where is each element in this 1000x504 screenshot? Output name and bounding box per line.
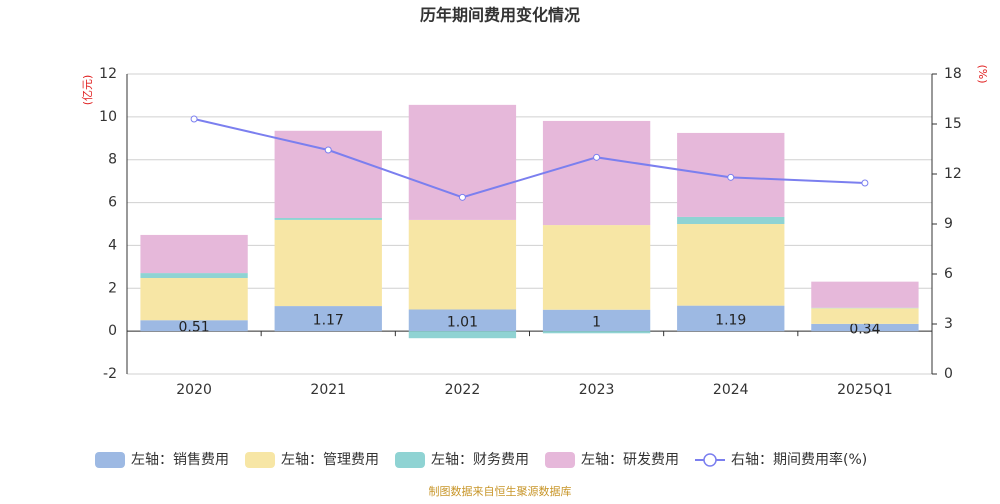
- legend-label: 左轴：管理费用: [281, 452, 379, 468]
- bar-segment: [275, 220, 382, 306]
- bar-segment: [543, 121, 650, 225]
- bar-segment: [811, 282, 918, 308]
- line-point: [325, 147, 331, 153]
- x-tick-label: 2025Q1: [837, 382, 893, 398]
- y2-tick-label: 15: [944, 116, 962, 132]
- bar-segment: [677, 217, 784, 224]
- bar-segment: [543, 225, 650, 310]
- data-label: 1: [592, 314, 601, 330]
- y2-tick-label: 18: [944, 66, 962, 82]
- bar-segment: [140, 235, 247, 273]
- y2-tick-label: 3: [944, 316, 953, 332]
- y2-axis-label: (%): [976, 64, 989, 83]
- bar-segment: [409, 220, 516, 310]
- data-label: 1.01: [447, 314, 478, 330]
- line-point: [459, 194, 465, 200]
- bar-segment: [811, 308, 918, 324]
- bar-segment: [677, 224, 784, 306]
- x-tick-label: 2021: [310, 382, 346, 398]
- y2-tick-label: 0: [944, 366, 953, 382]
- bar-segment: [409, 105, 516, 220]
- y-tick-label: 2: [108, 280, 117, 296]
- x-tick-label: 2023: [579, 382, 615, 398]
- x-tick-label: 2022: [445, 382, 481, 398]
- y-axis-label: (亿元): [81, 75, 94, 106]
- data-label: 0.51: [178, 320, 209, 336]
- data-label: 0.34: [849, 322, 880, 338]
- line-point: [728, 174, 734, 180]
- legend-label: 左轴：研发费用: [581, 452, 679, 468]
- bar-segment: [543, 331, 650, 333]
- line-point: [862, 180, 868, 186]
- legend-label: 右轴：期间费用率(%): [731, 451, 867, 468]
- y-tick-label: 8: [108, 152, 117, 168]
- legend-swatch: [95, 452, 125, 468]
- line-point: [594, 154, 600, 160]
- y2-tick-label: 9: [944, 216, 953, 232]
- data-label: 1.17: [313, 313, 344, 329]
- line-point: [191, 116, 197, 122]
- bar-segment: [275, 131, 382, 218]
- y2-tick-label: 12: [944, 166, 962, 182]
- legend-swatch: [545, 452, 575, 468]
- y-tick-label: -2: [103, 366, 117, 382]
- bar-segment: [409, 331, 516, 338]
- legend-label: 左轴：财务费用: [431, 452, 529, 468]
- y-tick-label: 10: [99, 109, 117, 125]
- y2-tick-label: 6: [944, 266, 953, 282]
- bar-segment: [140, 278, 247, 320]
- y-tick-label: 4: [108, 237, 117, 253]
- chart-title: 历年期间费用变化情况: [420, 6, 580, 25]
- data-label: 1.19: [715, 312, 746, 328]
- y-tick-label: 12: [99, 66, 117, 82]
- legend-swatch: [245, 452, 275, 468]
- legend-marker: [704, 454, 716, 466]
- x-tick-label: 2024: [713, 382, 749, 398]
- legend-label: 左轴：销售费用: [131, 452, 229, 468]
- bar-segment: [140, 273, 247, 278]
- y-tick-label: 6: [108, 195, 117, 211]
- x-tick-label: 2020: [176, 382, 212, 398]
- source-note: 制图数据来自恒生聚源数据库: [429, 484, 572, 498]
- y-tick-label: 0: [108, 323, 117, 339]
- bar-segment: [275, 218, 382, 220]
- legend-swatch: [395, 452, 425, 468]
